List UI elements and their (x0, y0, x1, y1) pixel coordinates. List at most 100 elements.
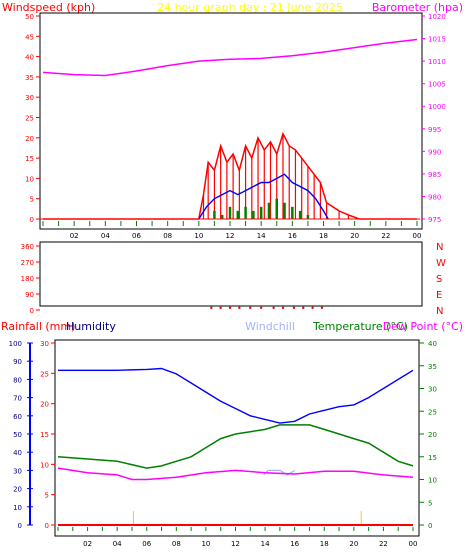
humidity-tick-label: 10 (13, 504, 22, 512)
hour-tick-label: 00 (409, 540, 418, 548)
barometer-series (42, 38, 418, 77)
rainfall-tick-label: 30 (40, 340, 49, 348)
barometer-tick-label: 1005 (428, 81, 446, 89)
hour-tick-label: 00 (413, 232, 422, 240)
gust-series (198, 173, 329, 220)
wind-direction-point (320, 306, 324, 310)
hour-tick-label: 18 (319, 232, 328, 240)
wind-direction-plot (210, 306, 324, 310)
compass-label: N (436, 306, 443, 317)
rainfall-axis-title: Rainfall (mm) (1, 320, 75, 333)
wind-direction-point (210, 306, 213, 310)
temperature-series (57, 424, 414, 469)
humidity-tick-label: 80 (13, 376, 22, 384)
windchill-legend: Windchill (245, 320, 295, 333)
hour-tick-label: 18 (320, 540, 329, 548)
wind-direction-point (219, 306, 222, 310)
hour-tick-label: 10 (194, 232, 203, 240)
humidity-tick-label: 70 (13, 395, 22, 403)
temperature-humidity-panel (54, 339, 420, 537)
temperature-tick-label: 0 (428, 522, 432, 530)
hour-tick-label: 04 (101, 232, 110, 240)
wind-direction-point (228, 306, 232, 310)
barometer-tick-label: 1020 (428, 13, 446, 21)
temperature-tick-label: 35 (428, 363, 437, 371)
windspeed-tick-label: 0 (30, 216, 34, 224)
temperature-tick-label: 40 (428, 340, 437, 348)
hour-tick-label: 08 (163, 232, 172, 240)
compass-label: E (436, 290, 442, 301)
windspeed-axis-title: Windspeed (kph) (2, 1, 95, 14)
temperature-axis-title: Temperature (°C) (312, 320, 408, 333)
direction-tick-label: 0 (30, 307, 34, 315)
hour-tick-label: 22 (381, 232, 390, 240)
graph-date-title: 24 hour graph day : 21 June 2025 (157, 1, 343, 14)
barometer-tick-label: 1000 (428, 103, 446, 111)
windspeed-tick-label: 15 (25, 155, 34, 163)
wind-direction-point (249, 306, 252, 310)
compass-label: W (436, 258, 446, 269)
temperature-tick-label: 5 (428, 499, 432, 507)
humidity-tick-label: 60 (13, 413, 22, 421)
dewpoint-series (57, 467, 414, 481)
hour-tick-label: 12 (226, 232, 235, 240)
hour-tick-label: 04 (113, 540, 122, 548)
hour-tick-label: 20 (350, 232, 359, 240)
humidity-tick-label: 30 (13, 467, 22, 475)
barometer-tick-label: 1015 (428, 36, 446, 44)
wind-direction-point (302, 306, 305, 310)
windspeed-tick-label: 20 (25, 135, 34, 143)
wind-pressure-panel (39, 12, 423, 230)
direction-tick-label: 180 (21, 275, 34, 283)
wind-direction-point (311, 306, 314, 310)
temperature-tick-label: 25 (428, 408, 437, 416)
windspeed-tick-label: 30 (25, 94, 34, 102)
wind-pressure-plot (40, 38, 420, 220)
windspeed-tick-label: 45 (25, 33, 34, 41)
barometer-tick-label: 975 (428, 216, 441, 224)
direction-tick-label: 360 (21, 243, 34, 251)
humidity-axis-title: Humidity (66, 320, 116, 333)
direction-tick-label: 270 (21, 259, 34, 267)
temperature-humidity-plot (57, 367, 414, 526)
compass-label: S (436, 274, 442, 285)
humidity-tick-label: 90 (13, 358, 22, 366)
humidity-series (58, 367, 414, 424)
dewpoint-axis-title: Dew Point (°C) (383, 320, 463, 333)
hour-tick-label: 08 (172, 540, 181, 548)
humidity-tick-label: 20 (13, 486, 22, 494)
hour-tick-label: 12 (231, 540, 240, 548)
rainfall-tick-label: 10 (40, 461, 49, 469)
humidity-tick-label: 100 (9, 340, 22, 348)
windspeed-tick-label: 35 (25, 74, 34, 82)
barometer-tick-label: 990 (428, 148, 441, 156)
temperature-tick-label: 15 (428, 454, 437, 462)
barometer-tick-label: 985 (428, 171, 441, 179)
hour-tick-label: 20 (349, 540, 358, 548)
hour-tick-label: 22 (379, 540, 388, 548)
temperature-tick-label: 20 (428, 431, 437, 439)
temperature-humidity-axes: 0102030405060708090100051015202530051015… (9, 340, 437, 548)
windspeed-tick-label: 25 (25, 115, 34, 123)
windspeed-tick-label: 10 (25, 175, 34, 183)
hour-tick-label: 02 (83, 540, 92, 548)
wind-direction-point (259, 306, 263, 310)
windspeed-tick-label: 50 (25, 13, 34, 21)
rainfall-tick-label: 20 (40, 401, 49, 409)
temperature-tick-label: 10 (428, 477, 437, 485)
direction-tick-label: 90 (25, 291, 34, 299)
hour-tick-label: 14 (261, 540, 270, 548)
wind-pressure-axes: 0510152025303540455097598098599099510001… (25, 13, 446, 240)
rainfall-tick-label: 15 (40, 431, 49, 439)
windspeed-tick-label: 40 (25, 54, 34, 62)
barometer-axis-title: Barometer (hpa) (372, 1, 463, 14)
wind-direction-point (292, 306, 296, 310)
hour-tick-label: 02 (70, 232, 79, 240)
windspeed-tick-label: 5 (30, 196, 34, 204)
humidity-tick-label: 0 (18, 522, 22, 530)
wind-direction-panel (39, 241, 423, 307)
hour-tick-label: 14 (257, 232, 266, 240)
